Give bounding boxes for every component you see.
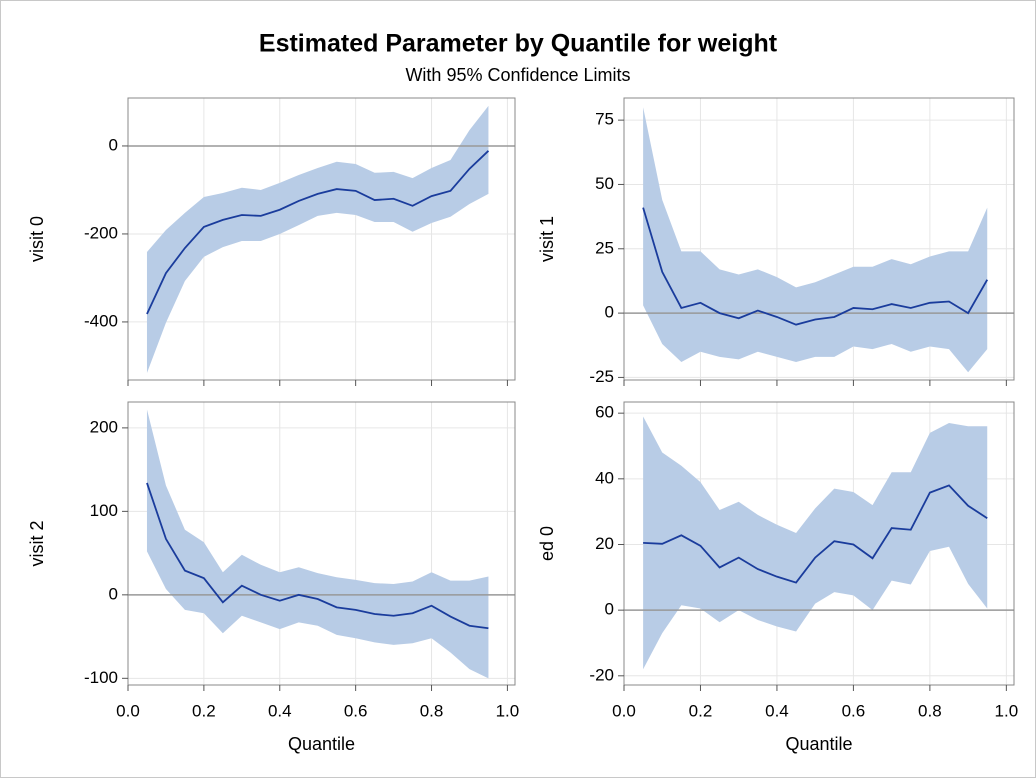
y-tick-label: 25: [595, 238, 614, 257]
x-tick-label: 0.6: [842, 701, 866, 720]
estimate-line: [643, 484, 988, 584]
estimate-line: [642, 207, 989, 326]
y-tick-label: -25: [589, 367, 614, 386]
y-tick-label: -100: [84, 668, 118, 687]
chart-title: Estimated Parameter by Quantile for weig…: [259, 30, 778, 58]
estimate-line: [146, 482, 489, 630]
x-tick-label: 0.2: [192, 701, 216, 720]
y-axis-label: visit 1: [537, 216, 557, 262]
y-tick-label: 0: [605, 600, 614, 619]
y-tick-label: 200: [90, 417, 118, 436]
x-axis-label: Quantile: [288, 734, 355, 754]
y-tick-label: -20: [589, 665, 614, 684]
x-tick-label: 0.6: [344, 701, 368, 720]
y-tick-label: 60: [595, 403, 614, 422]
x-tick-label: 0.8: [420, 701, 444, 720]
plot-frame: [127, 401, 516, 686]
confidence-band: [146, 409, 489, 679]
y-tick-label: 50: [595, 174, 614, 193]
chart-subtitle: With 95% Confidence Limits: [405, 65, 630, 85]
y-tick-label: 0: [605, 303, 614, 322]
plot-frame: [127, 97, 516, 381]
confidence-band: [643, 416, 988, 670]
y-tick-label: 20: [595, 534, 614, 553]
y-tick-label: 0: [109, 584, 118, 603]
y-tick-label: 75: [595, 110, 614, 129]
x-tick-label: 1.0: [995, 701, 1019, 720]
x-tick-label: 0.0: [612, 701, 636, 720]
plot-frame: [623, 401, 1015, 686]
plot-frame: [623, 97, 1015, 381]
y-axis-label: visit 2: [27, 520, 47, 566]
x-tick-label: 0.2: [689, 701, 713, 720]
confidence-band: [146, 105, 489, 373]
y-axis-label: visit 0: [27, 216, 47, 262]
x-tick-label: 1.0: [496, 701, 520, 720]
x-tick-label: 0.4: [268, 701, 292, 720]
estimate-line: [146, 150, 490, 315]
y-tick-label: -200: [84, 223, 118, 242]
y-tick-label: 100: [90, 501, 118, 520]
y-tick-label: 40: [595, 468, 614, 487]
y-axis-label: ed 0: [537, 526, 557, 561]
x-tick-label: 0.0: [116, 701, 140, 720]
x-axis-label: Quantile: [785, 734, 852, 754]
y-tick-label: 0: [109, 135, 118, 154]
x-tick-label: 0.4: [765, 701, 789, 720]
y-tick-label: -400: [84, 311, 118, 330]
x-tick-label: 0.8: [918, 701, 942, 720]
